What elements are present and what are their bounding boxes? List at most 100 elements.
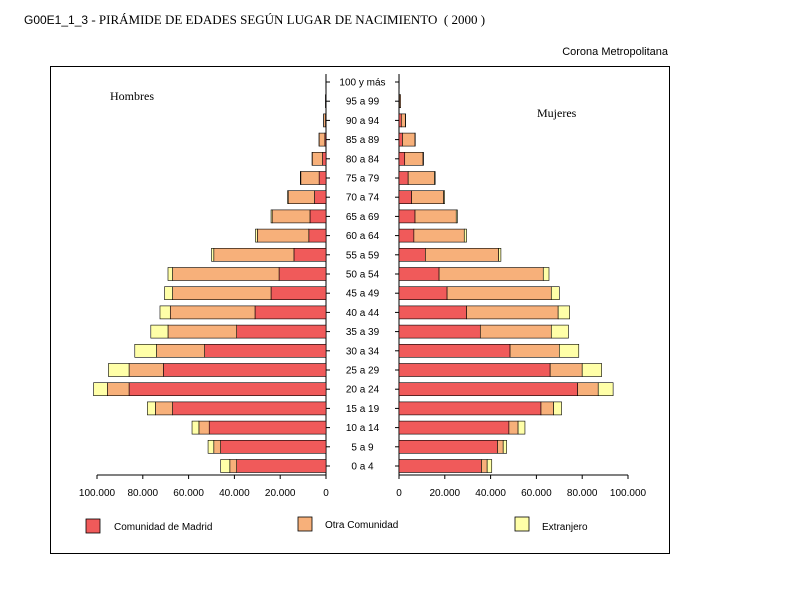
men-bar (308, 228, 327, 243)
women-bar (481, 459, 488, 473)
men-bar (213, 439, 221, 454)
legend-label: Comunidad de Madrid (114, 522, 212, 533)
women-bar (414, 209, 457, 224)
men-bar (207, 439, 215, 454)
men-bar (287, 190, 289, 204)
age-group-label: 75 a 79 (346, 174, 380, 185)
women-bar (398, 363, 551, 377)
women-bar (434, 171, 436, 185)
age-group-label: 80 a 84 (346, 154, 380, 165)
age-group-label: 90 a 94 (346, 116, 380, 127)
women-bar (443, 190, 445, 204)
women-label: Mujeres (537, 106, 577, 120)
women-bar (404, 152, 424, 166)
men-bar (128, 363, 164, 377)
men-bar (172, 286, 272, 301)
age-group-label: 40 a 44 (346, 308, 380, 319)
women-bar (455, 209, 458, 224)
men-bar (167, 324, 237, 339)
chart-year: ( 2000 ) (443, 12, 486, 27)
women-bar (509, 343, 560, 358)
age-group-label: 25 a 29 (346, 366, 380, 377)
men-bar (172, 267, 280, 281)
age-group-label: 10 a 14 (346, 423, 380, 434)
men-bar (155, 401, 173, 416)
women-bar (549, 363, 583, 377)
women-bar (398, 343, 511, 358)
women-x-tick-label: 100.000 (610, 488, 647, 499)
women-bar (550, 286, 560, 301)
region-label: Corona Metropolitana (562, 46, 668, 58)
chart-title: G00E1_1_3 - PIRÁMIDE DE EDADES SEGÚN LUG… (24, 12, 485, 28)
women-bar (398, 132, 403, 147)
women-bar (508, 420, 519, 435)
legend-label: Otra Comunidad (325, 520, 398, 531)
women-bar (550, 324, 569, 339)
women-bar (398, 420, 510, 435)
legend-swatch (514, 516, 530, 532)
age-group-label: 35 a 39 (346, 327, 380, 338)
women-x-tick-label: 0 (396, 488, 402, 499)
chart-code: G00E1_1_3 (24, 13, 89, 27)
men-x-tick-label: 20.000 (265, 488, 296, 499)
women-bar (502, 439, 507, 454)
women-bar (398, 228, 415, 243)
women-bar (400, 113, 406, 128)
women-bar (407, 171, 435, 185)
men-x-tick-label: 60.000 (173, 488, 204, 499)
women-bar (577, 382, 599, 397)
men-bar (167, 267, 173, 281)
women-bar (398, 459, 482, 473)
women-bar (553, 401, 562, 416)
legend-swatch (297, 516, 313, 532)
men-bar (293, 248, 327, 262)
men-bar (236, 459, 327, 473)
men-bar (318, 132, 326, 147)
chart-frame (50, 66, 670, 554)
men-bar (236, 324, 327, 339)
women-bar (446, 286, 552, 301)
men-bar (164, 286, 173, 301)
men-bar (198, 420, 210, 435)
age-group-label: 85 a 89 (346, 135, 380, 146)
men-bar (256, 228, 310, 243)
women-bar (398, 324, 481, 339)
men-x-tick-label: 0 (323, 488, 329, 499)
women-bar (597, 382, 614, 397)
men-bar (172, 401, 327, 416)
women-bar (413, 228, 465, 243)
women-bar (463, 228, 467, 243)
women-bar (479, 324, 552, 339)
age-group-label: 95 a 99 (346, 97, 380, 108)
men-bar (220, 459, 231, 473)
women-bar (398, 401, 542, 416)
women-bar (411, 190, 444, 204)
men-x-tick-label: 40.000 (219, 488, 250, 499)
age-group-label: 5 a 9 (351, 442, 374, 453)
women-bar (486, 459, 493, 473)
women-bar (398, 152, 406, 166)
men-bar (208, 420, 327, 435)
women-bar (398, 267, 440, 281)
women-bar (466, 305, 559, 320)
women-bar (399, 94, 401, 108)
women-bar (498, 248, 502, 262)
men-bar (318, 171, 327, 185)
men-bar (163, 363, 327, 377)
age-group-label: 50 a 54 (346, 270, 380, 281)
age-group-label: 55 a 59 (346, 250, 380, 261)
men-bar (108, 363, 130, 377)
age-group-label: 65 a 69 (346, 212, 380, 223)
women-bar (398, 190, 412, 204)
men-bar (213, 248, 295, 262)
men-bar (300, 171, 320, 185)
men-bar (270, 209, 273, 224)
women-bar (398, 209, 416, 224)
men-bar (150, 324, 169, 339)
women-bar (558, 343, 580, 358)
men-bar (314, 190, 327, 204)
women-bar (398, 382, 578, 397)
men-bar (255, 228, 258, 243)
men-x-tick-label: 100.000 (79, 488, 116, 499)
